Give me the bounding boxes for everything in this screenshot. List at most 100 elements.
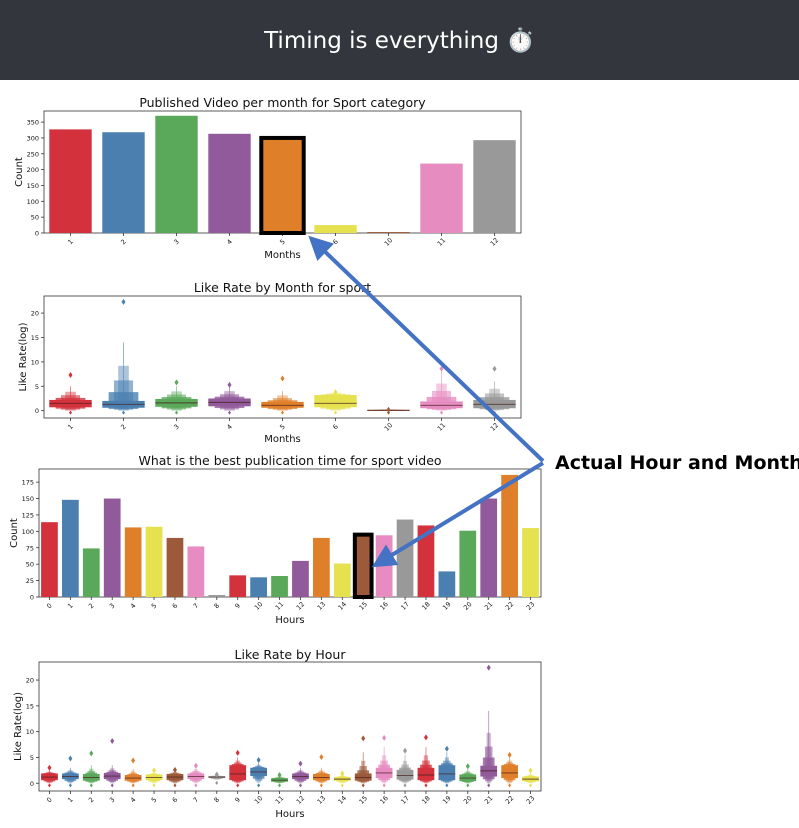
outlier-point [319,753,324,760]
outlier-point [440,410,443,415]
y-tick-label: 200 [27,166,39,174]
y-tick-label: 125 [22,511,34,519]
x-tick-label: 12 [489,236,501,248]
chart-like-rate-by-month: Like Rate by Month for sport Months Like R… [18,280,522,445]
x-tick-label: 7 [192,602,201,611]
chart-best-publication-time: What is the best publication time for sp… [9,453,542,626]
bar [396,519,414,597]
bar [473,140,516,233]
bar [166,537,184,597]
outlier-point [334,410,337,415]
y-tick-label: 150 [22,495,34,503]
x-tick-label: 9 [233,796,242,805]
x-tick-label: 10 [253,600,265,612]
outlier-point [89,783,93,788]
y-tick-label: 10 [31,358,39,366]
x-tick-label: 16 [378,600,390,612]
x-tick-label: 22 [504,600,516,612]
bar [438,571,456,597]
x-tick-label: 12 [295,600,307,612]
outlier-point [194,783,198,788]
outlier-point [110,783,114,788]
x-tick-label: 8 [212,602,221,611]
bar [375,535,393,597]
x-tick-label: 2 [87,796,96,805]
bar [250,577,267,597]
y-tick-label: 0 [30,594,34,602]
outlier-point [68,755,73,762]
bar [208,133,251,233]
bar [333,563,351,597]
x-axis-label: Hours [275,615,304,626]
outlier-point [424,783,428,788]
x-tick-label: 11 [274,794,286,806]
x-tick-label: 1 [66,796,75,805]
outlier-point [361,783,365,788]
bar [62,499,79,597]
outlier-point [298,783,302,788]
outlier-point [403,747,408,754]
x-tick-label: 23 [525,794,537,806]
y-tick-label: 300 [27,134,39,142]
outlier-point [228,410,231,415]
bar [259,135,306,235]
bar [522,528,539,597]
outlier-point [175,410,178,415]
bar [41,522,58,597]
y-tick-label: 25 [26,577,34,585]
outlier-point [507,751,512,758]
chart-title: Published Video per month for Sport cate… [139,95,426,110]
x-tick-label: 4 [225,238,234,247]
outlier-point [382,783,386,788]
outlier-point [131,757,136,764]
outlier-point [340,770,345,777]
outlier-point [386,406,391,413]
outlier-point [340,783,344,788]
outlier-point [47,764,52,771]
x-tick-label: 19 [441,600,453,612]
arrow-to-hour [371,461,545,568]
x-tick-label: 10 [253,794,265,806]
outlier-point [193,762,198,769]
outlier-point [508,783,512,788]
y-tick-label: 250 [27,150,39,158]
x-tick-label: 6 [171,796,180,805]
bar [313,537,330,597]
outlier-point [152,767,157,774]
x-tick-label: 9 [233,602,242,611]
outlier-point [257,783,261,788]
x-tick-label: 22 [504,794,516,806]
x-tick-label: 1 [66,238,75,247]
y-tick-label: 350 [27,119,39,127]
outlier-point [361,735,366,742]
x-tick-label: 5 [278,423,287,432]
x-tick-label: 19 [441,794,453,806]
outlier-point [152,783,156,788]
boxen-box [396,769,414,780]
boxen-box [314,395,357,408]
boxen-box [501,765,518,779]
arrow-to-month [308,235,545,463]
x-tick-label: 5 [150,796,159,805]
x-tick-label: 17 [399,794,411,806]
plot-frame [38,468,542,598]
y-axis-label: Count [9,518,20,548]
x-tick-label: 6 [171,602,180,611]
y-tick-label: 100 [22,528,34,536]
bar [124,527,142,597]
bar [187,546,205,597]
annotation-arrows [308,235,545,568]
bar [103,498,121,597]
outlier-point [277,772,282,779]
boxen-box [261,401,304,408]
outlier-point [486,664,491,671]
x-tick-label: 21 [483,600,495,612]
x-tick-label: 13 [316,794,328,806]
bar [271,575,288,597]
bar [229,575,247,597]
outlier-point [235,749,240,756]
y-tick-label: 20 [31,310,39,318]
x-tick-label: 21 [483,794,495,806]
